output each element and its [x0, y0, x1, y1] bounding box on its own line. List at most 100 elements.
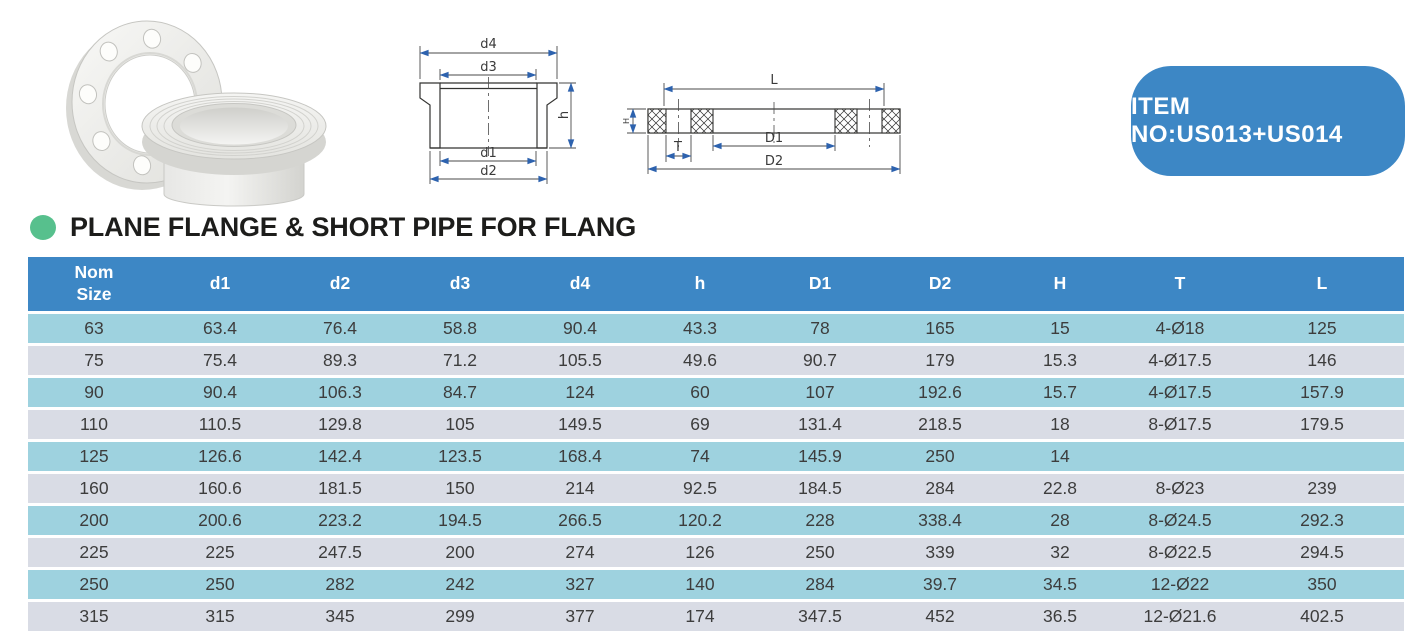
table-cell: 402.5	[1240, 600, 1404, 634]
page-title: PLANE FLANGE & SHORT PIPE FOR FLANG	[70, 211, 637, 242]
table-cell: 150	[400, 472, 520, 506]
table-row: 250 250 282 242 327 140 284 39.7 34.5 12-Ø22 350	[28, 568, 1404, 602]
green-bullet-icon	[30, 214, 56, 240]
table-cell: 200	[400, 536, 520, 570]
table-cell: 350	[1240, 568, 1404, 602]
dim-label-d3: d3	[480, 60, 497, 75]
table-cell: 32	[1000, 536, 1120, 570]
table-cell: 125	[1240, 312, 1404, 346]
table-cell: 228	[760, 504, 880, 538]
flange-section-drawing: L H T D1 D2	[622, 73, 901, 174]
table-cell: 71.2	[400, 344, 520, 378]
table-cell: 284	[880, 472, 1000, 506]
dim-label-d2: d2	[480, 164, 497, 179]
table-cell: 214	[520, 472, 640, 506]
table-cell: 223.2	[280, 504, 400, 538]
table-cell: 338.4	[880, 504, 1000, 538]
table-cell: 247.5	[280, 536, 400, 570]
table-cell: 250	[160, 568, 280, 602]
table-cell: 266.5	[520, 504, 640, 538]
table-cell: 75.4	[160, 344, 280, 378]
col-header-D2: D2	[880, 257, 1000, 314]
flange-dimensions: L H T D1 D2	[622, 73, 901, 174]
table-cell: 18	[1000, 408, 1120, 442]
cell-nom-size: 225	[28, 536, 160, 570]
dim-label-d4: d4	[480, 37, 497, 52]
cell-nom-size: 315	[28, 600, 160, 634]
table-cell: 12-Ø22	[1120, 568, 1240, 602]
table-cell: 347.5	[760, 600, 880, 634]
dim-label-L: L	[770, 73, 778, 88]
table-cell: 242	[400, 568, 520, 602]
table-cell: 74	[640, 440, 760, 474]
dim-label-H: H	[622, 118, 631, 124]
col-header-L: L	[1240, 257, 1404, 314]
table-cell: 58.8	[400, 312, 520, 346]
stub-dimensions: d4 d3 d1 d2 h	[419, 37, 576, 184]
table-row: 90 90.4 106.3 84.7 124 60 107 192.6 15.7 4-Ø17.5 1…	[28, 376, 1404, 410]
table-row: 125 126.6 142.4 123.5 168.4 74 145.9 250 14	[28, 440, 1404, 474]
table-cell: 200.6	[160, 504, 280, 538]
table-cell: 8-Ø23	[1120, 472, 1240, 506]
table-cell: 124	[520, 376, 640, 410]
table-cell: 452	[880, 600, 1000, 634]
cell-nom-size: 200	[28, 504, 160, 538]
table-cell: 160.6	[160, 472, 280, 506]
table-cell: 34.5	[1000, 568, 1120, 602]
dim-label-d1: d1	[480, 146, 497, 161]
table-cell: 90.7	[760, 344, 880, 378]
nom-line: Nom	[74, 262, 114, 283]
cell-nom-size: 110	[28, 408, 160, 442]
cell-nom-size: 63	[28, 312, 160, 346]
table-cell: 282	[280, 568, 400, 602]
table-cell: 84.7	[400, 376, 520, 410]
col-header-d2: d2	[280, 257, 400, 314]
header-row: Nom Size d1 d2 d3 d4 h D1 D2 H T L	[28, 257, 1404, 314]
table-cell: 377	[520, 600, 640, 634]
table-cell: 250	[760, 536, 880, 570]
table-cell: 131.4	[760, 408, 880, 442]
table-cell: 8-Ø24.5	[1120, 504, 1240, 538]
col-header-d3: d3	[400, 257, 520, 314]
table-cell: 181.5	[280, 472, 400, 506]
table-cell: 157.9	[1240, 376, 1404, 410]
table-cell: 284	[760, 568, 880, 602]
table-cell: 129.8	[280, 408, 400, 442]
table-cell: 146	[1240, 344, 1404, 378]
cell-nom-size: 75	[28, 344, 160, 378]
table-cell: 145.9	[760, 440, 880, 474]
table-cell: 140	[640, 568, 760, 602]
item-no-text: ITEM NO:US013+US014	[1131, 93, 1343, 148]
table-cell: 69	[640, 408, 760, 442]
table-cell: 14	[1000, 440, 1120, 474]
stub-part-section	[419, 77, 558, 156]
table-cell: 126.6	[160, 440, 280, 474]
table-cell: 15	[1000, 312, 1120, 346]
table-cell: 165	[880, 312, 1000, 346]
table-cell: 110.5	[160, 408, 280, 442]
table-row: 110 110.5 129.8 105 149.5 69 131.4 218.5 18 8-Ø17…	[28, 408, 1404, 442]
table-cell: 299	[400, 600, 520, 634]
table-cell: 90.4	[160, 376, 280, 410]
table-cell: 28	[1000, 504, 1120, 538]
table-cell: 36.5	[1000, 600, 1120, 634]
col-header-D1: D1	[760, 257, 880, 314]
table-cell: 92.5	[640, 472, 760, 506]
table-cell: 106.3	[280, 376, 400, 410]
table-row: 63 63.4 76.4 58.8 90.4 43.3 78 165 15 4-Ø18 125	[28, 312, 1404, 346]
cell-nom-size: 90	[28, 376, 160, 410]
table-cell: 43.3	[640, 312, 760, 346]
table-cell: 78	[760, 312, 880, 346]
col-header-H: H	[1000, 257, 1120, 314]
table-cell: 142.4	[280, 440, 400, 474]
table-cell: 315	[160, 600, 280, 634]
table-cell: 76.4	[280, 312, 400, 346]
table-cell: 327	[520, 568, 640, 602]
table-cell: 194.5	[400, 504, 520, 538]
table-cell: 239	[1240, 472, 1404, 506]
table-cell: 168.4	[520, 440, 640, 474]
table-cell: 15.3	[1000, 344, 1120, 378]
table-cell: 4-Ø17.5	[1120, 376, 1240, 410]
short-pipe-photo	[141, 92, 327, 207]
